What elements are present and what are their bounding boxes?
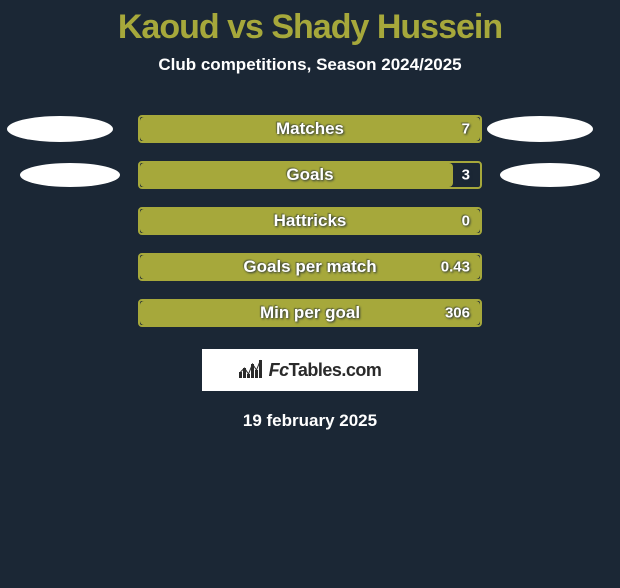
left-ellipse — [7, 116, 113, 142]
bar-label: Goals per match — [243, 257, 376, 277]
logo-box: FcTables.com — [202, 349, 418, 391]
bar-track: Goals 3 — [138, 161, 482, 189]
logo-chart-icon — [239, 358, 263, 383]
bar-track: Hattricks 0 — [138, 207, 482, 235]
stat-row: Goals per match 0.43 — [0, 253, 620, 281]
subtitle: Club competitions, Season 2024/2025 — [0, 55, 620, 75]
left-ellipse — [20, 163, 120, 187]
logo-prefix: Fc — [269, 360, 289, 380]
bar-label: Min per goal — [260, 303, 360, 323]
stat-row: Min per goal 306 — [0, 299, 620, 327]
bar-track: Min per goal 306 — [138, 299, 482, 327]
bar-label: Hattricks — [274, 211, 347, 231]
logo-text: FcTables.com — [269, 360, 382, 381]
bar-track: Matches 7 — [138, 115, 482, 143]
right-ellipse — [500, 163, 600, 187]
right-ellipse — [487, 116, 593, 142]
stat-row: Hattricks 0 — [0, 207, 620, 235]
bar-value: 0.43 — [441, 259, 470, 276]
stat-row: Matches 7 — [0, 115, 620, 143]
page-title: Kaoud vs Shady Hussein — [0, 8, 620, 47]
bar-value: 3 — [462, 167, 470, 184]
bar-label: Matches — [276, 119, 344, 139]
logo-suffix: Tables.com — [289, 360, 382, 380]
stats-chart: Matches 7 Goals 3 Hattricks 0 Goals per match 0… — [0, 115, 620, 327]
stat-row: Goals 3 — [0, 161, 620, 189]
bar-value: 306 — [445, 305, 470, 322]
bar-track: Goals per match 0.43 — [138, 253, 482, 281]
date-text: 19 february 2025 — [0, 411, 620, 431]
bar-value: 7 — [462, 121, 470, 138]
bar-value: 0 — [462, 213, 470, 230]
bar-label: Goals — [286, 165, 333, 185]
